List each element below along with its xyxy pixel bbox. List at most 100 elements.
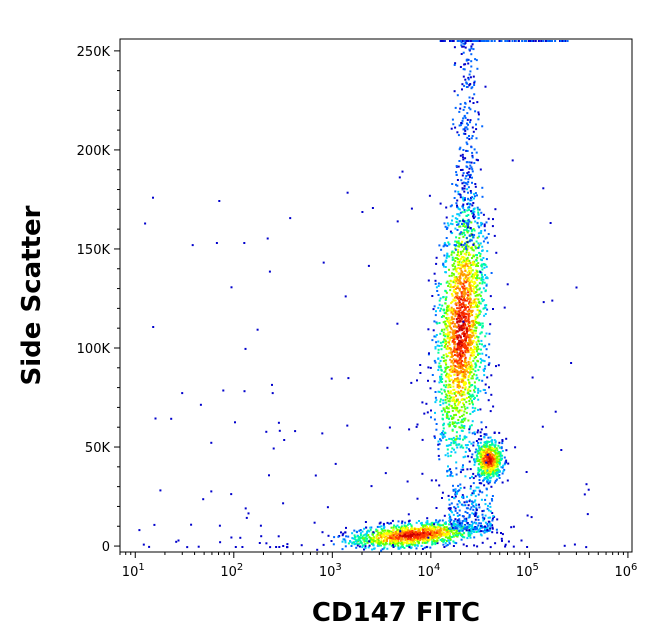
data-point	[457, 134, 460, 137]
data-point	[355, 539, 358, 542]
data-point	[408, 544, 411, 547]
data-point	[472, 212, 474, 215]
data-point	[563, 544, 566, 547]
data-point	[422, 526, 425, 529]
data-point	[449, 454, 452, 457]
data-point	[474, 407, 477, 410]
data-point	[463, 405, 466, 408]
data-point	[460, 378, 463, 381]
data-point	[491, 526, 494, 529]
data-point	[372, 544, 375, 547]
data-point	[360, 542, 363, 545]
data-point	[529, 40, 532, 42]
data-point	[499, 470, 501, 473]
data-point	[489, 410, 492, 413]
data-point	[456, 346, 459, 349]
data-point	[456, 369, 459, 372]
data-point	[456, 376, 459, 379]
data-point	[472, 403, 474, 406]
data-point	[244, 347, 247, 350]
data-point	[435, 507, 438, 509]
data-point	[448, 274, 451, 277]
data-point	[462, 51, 465, 54]
data-point	[362, 538, 365, 541]
data-point	[286, 543, 289, 546]
data-point	[343, 538, 346, 541]
data-point	[458, 124, 461, 127]
data-point	[469, 173, 472, 176]
data-point	[474, 370, 477, 373]
data-point	[463, 273, 466, 276]
data-point	[455, 371, 458, 374]
data-point	[440, 533, 443, 536]
data-point	[475, 273, 478, 276]
data-point	[466, 256, 469, 259]
data-point	[448, 308, 451, 311]
data-point	[446, 530, 449, 533]
data-point	[455, 358, 458, 361]
data-point	[457, 248, 460, 251]
data-point	[505, 449, 508, 452]
data-point	[397, 530, 400, 532]
data-point	[415, 527, 418, 530]
data-point	[470, 363, 473, 366]
data-point	[451, 219, 453, 222]
data-point	[454, 265, 457, 268]
data-point	[444, 366, 447, 369]
data-point	[463, 209, 466, 211]
data-point	[480, 461, 482, 464]
data-point	[461, 233, 464, 236]
data-point	[453, 414, 456, 417]
data-point	[478, 452, 480, 455]
data-point	[426, 530, 429, 533]
data-point	[423, 530, 426, 533]
data-point	[468, 206, 471, 209]
data-point	[466, 507, 469, 510]
data-point	[474, 220, 477, 223]
data-point	[471, 154, 474, 157]
data-point	[393, 538, 396, 541]
data-point	[472, 359, 475, 362]
data-point	[462, 302, 465, 305]
data-point	[457, 324, 460, 327]
data-point	[493, 234, 496, 237]
data-point	[462, 301, 465, 304]
data-point	[443, 384, 445, 387]
data-point	[471, 277, 474, 280]
data-point	[392, 546, 395, 548]
data-point	[464, 455, 467, 458]
data-point	[470, 328, 473, 331]
data-point	[429, 531, 432, 534]
data-point	[508, 40, 511, 42]
data-point	[501, 466, 504, 469]
data-point	[472, 213, 475, 216]
data-point	[404, 533, 407, 536]
data-point	[483, 517, 486, 520]
data-point	[361, 535, 364, 538]
data-point	[477, 345, 479, 348]
data-point	[423, 540, 426, 543]
data-point	[460, 273, 462, 276]
data-point	[471, 410, 474, 413]
data-point	[468, 440, 471, 443]
data-point	[469, 342, 472, 345]
data-point	[459, 370, 462, 373]
data-point	[494, 457, 497, 460]
data-point	[444, 338, 447, 341]
data-point	[460, 269, 463, 272]
data-point	[371, 540, 373, 543]
data-point	[401, 535, 404, 538]
data-point	[481, 516, 484, 519]
data-point	[464, 351, 467, 354]
data-point	[454, 531, 457, 534]
data-point	[467, 197, 470, 200]
data-point	[447, 305, 450, 308]
data-point	[476, 101, 479, 104]
data-point	[452, 513, 455, 516]
data-point	[433, 535, 436, 538]
data-point	[472, 501, 475, 504]
data-point	[467, 323, 470, 326]
data-point	[498, 458, 501, 461]
data-point	[448, 437, 451, 440]
data-point	[458, 110, 461, 113]
